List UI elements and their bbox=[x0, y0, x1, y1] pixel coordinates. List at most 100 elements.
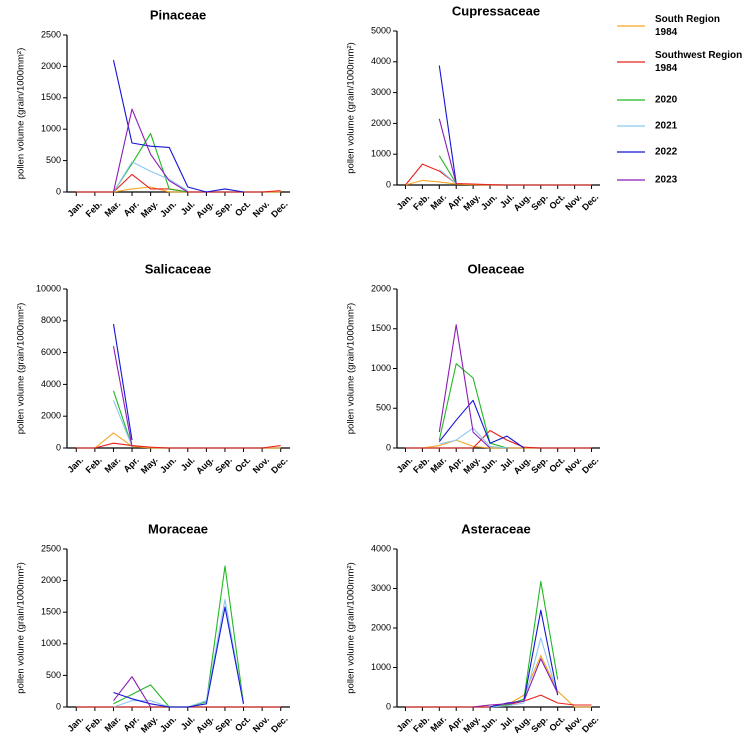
x-tick-label: Sep. bbox=[529, 455, 550, 476]
legend-label: 1984 bbox=[655, 63, 678, 74]
series-line-2023 bbox=[113, 676, 152, 708]
legend-item: South Region 1984 bbox=[617, 14, 720, 38]
y-tick-label: 8000 bbox=[41, 315, 61, 325]
series-line-south-region-1984 bbox=[76, 186, 281, 193]
x-tick-label: Apr. bbox=[122, 714, 141, 733]
legend: South Region 1984 Southwest Region 1984 2020… bbox=[617, 14, 742, 186]
chart-panel-moraceae: Moraceae pollen volume (grain/1000mm²) 0 50… bbox=[16, 521, 290, 735]
x-tick-label: May. bbox=[139, 199, 160, 220]
y-tick-label: 6000 bbox=[41, 347, 61, 357]
y-tick-label: 0 bbox=[56, 186, 61, 196]
y-tick-label: 4000 bbox=[371, 56, 391, 66]
x-tick-label: Jun. bbox=[158, 455, 178, 475]
legend-label: South Region bbox=[655, 14, 720, 25]
legend-item: 2020 bbox=[617, 95, 678, 106]
x-tick-label: Dec. bbox=[269, 455, 290, 476]
x-tick-label: May. bbox=[139, 714, 160, 735]
y-tick-label: 0 bbox=[386, 701, 391, 711]
x-tick-label: Dec. bbox=[269, 199, 290, 220]
series-line-2023 bbox=[112, 346, 133, 447]
x-tick-label: Mar. bbox=[428, 192, 448, 212]
x-tick-label: Mar. bbox=[428, 714, 448, 734]
chart-title: Asteraceae bbox=[461, 521, 530, 536]
series-line-2023 bbox=[438, 118, 457, 184]
y-tick-label: 2000 bbox=[371, 283, 391, 293]
y-tick-label: 3000 bbox=[371, 87, 391, 97]
series-line-2021 bbox=[112, 400, 133, 447]
x-tick-label: Jun. bbox=[479, 714, 499, 734]
chart-panel-asteraceae: Asteraceae pollen volume (grain/1000mm²) 0… bbox=[346, 521, 601, 735]
x-tick-label: Dec. bbox=[580, 714, 601, 735]
x-tick-label: Dec. bbox=[580, 192, 601, 213]
series-line-2021 bbox=[439, 427, 508, 449]
legend-item: Southwest Region 1984 bbox=[617, 50, 742, 74]
series-line-southwest-region-1984 bbox=[405, 429, 592, 449]
x-tick-label: Apr. bbox=[122, 455, 141, 474]
y-tick-label: 500 bbox=[46, 155, 61, 165]
y-tick-label: 0 bbox=[56, 701, 61, 711]
chart-panel-oleaceae: Oleaceae pollen volume (grain/1000mm²) 0 50… bbox=[346, 261, 601, 476]
x-tick-label: Oct. bbox=[547, 714, 566, 733]
series-line-2023 bbox=[112, 108, 189, 193]
chart-title: Pinaceae bbox=[150, 7, 206, 22]
y-tick-label: 2000 bbox=[41, 575, 61, 585]
y-tick-label: 4000 bbox=[371, 543, 391, 553]
chart-panels: Pinaceae pollen volume (grain/1000mm²) 0 50… bbox=[16, 3, 601, 735]
y-axis-label: pollen volume (grain/1000mm²) bbox=[16, 303, 27, 434]
chart-panel-pinaceae: Pinaceae pollen volume (grain/1000mm²) 0 50… bbox=[16, 7, 290, 220]
series-line-2022 bbox=[489, 609, 559, 708]
x-tick-label: Sep. bbox=[213, 714, 234, 735]
x-tick-label: Jan. bbox=[395, 714, 415, 734]
series-line-2020 bbox=[112, 390, 133, 447]
y-tick-label: 1500 bbox=[41, 607, 61, 617]
x-tick-label: Dec. bbox=[269, 714, 290, 735]
series-line-southwest-region-1984 bbox=[76, 442, 281, 449]
x-tick-label: Nov. bbox=[251, 199, 271, 219]
series-line-2020 bbox=[113, 565, 245, 708]
legend-label: 1984 bbox=[655, 27, 678, 38]
x-tick-label: Dec. bbox=[580, 455, 601, 476]
y-tick-label: 2500 bbox=[41, 29, 61, 39]
series-line-2023 bbox=[473, 658, 559, 708]
x-tick-label: Feb. bbox=[411, 455, 431, 475]
x-tick-label: Feb. bbox=[84, 199, 104, 219]
y-axis-label: pollen volume (grain/1000mm²) bbox=[346, 303, 357, 434]
legend-label: 2021 bbox=[655, 121, 678, 132]
x-tick-label: Nov. bbox=[563, 714, 583, 734]
series-line-southwest-region-1984 bbox=[76, 173, 281, 193]
x-tick-label: Apr. bbox=[446, 192, 465, 211]
y-tick-label: 0 bbox=[386, 179, 391, 189]
series-line-2022 bbox=[112, 323, 133, 441]
x-tick-label: Nov. bbox=[251, 455, 271, 475]
x-tick-label: Jun. bbox=[479, 192, 499, 212]
x-tick-label: Nov. bbox=[251, 714, 271, 734]
y-tick-label: 500 bbox=[376, 403, 391, 413]
x-tick-label: Jan. bbox=[395, 455, 415, 475]
series-line-2020 bbox=[438, 363, 508, 449]
x-tick-label: Feb. bbox=[84, 455, 104, 475]
y-tick-label: 2500 bbox=[41, 543, 61, 553]
y-axis-label: pollen volume (grain/1000mm²) bbox=[346, 562, 357, 693]
chart-panel-cupressaceae: Cupressaceae pollen volume (grain/1000mm²… bbox=[346, 3, 601, 213]
x-tick-label: Aug. bbox=[194, 455, 215, 476]
x-tick-label: Jan. bbox=[65, 199, 85, 219]
x-tick-label: Aug. bbox=[194, 199, 215, 220]
x-tick-label: May. bbox=[139, 455, 160, 476]
x-tick-label: Oct. bbox=[547, 192, 566, 211]
x-tick-label: May. bbox=[461, 714, 482, 735]
series-line-2023 bbox=[438, 324, 491, 449]
x-tick-label: Aug. bbox=[512, 455, 533, 476]
y-tick-label: 0 bbox=[386, 442, 391, 452]
x-tick-label: Jan. bbox=[65, 714, 85, 734]
legend-label: 2023 bbox=[655, 175, 678, 186]
x-tick-label: Oct. bbox=[233, 455, 252, 474]
series-line-2022 bbox=[438, 399, 525, 449]
x-tick-label: Feb. bbox=[84, 714, 104, 734]
series-line-2021 bbox=[438, 169, 457, 184]
legend-label: 2022 bbox=[655, 147, 678, 158]
y-tick-label: 1000 bbox=[41, 124, 61, 134]
series-line-2022 bbox=[112, 59, 244, 193]
x-tick-label: Oct. bbox=[547, 455, 566, 474]
x-tick-label: Jan. bbox=[65, 455, 85, 475]
